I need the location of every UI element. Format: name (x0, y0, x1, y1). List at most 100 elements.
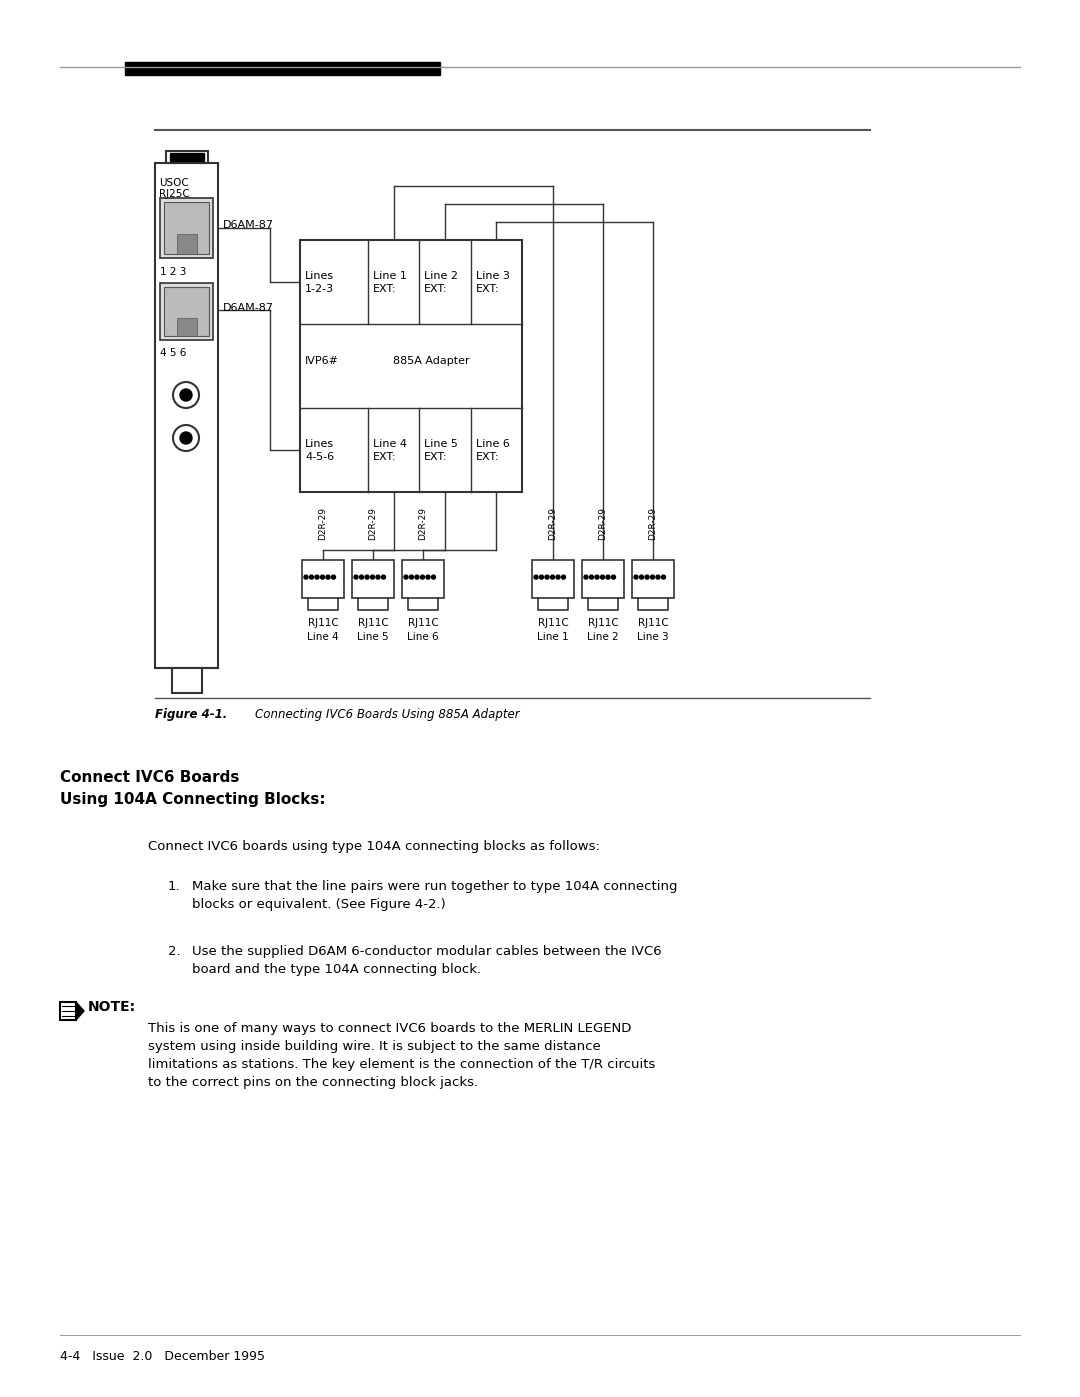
Text: Line 5: Line 5 (424, 439, 458, 448)
Text: Connect IVC6 boards using type 104A connecting blocks as follows:: Connect IVC6 boards using type 104A conn… (148, 840, 599, 854)
Text: Figure 4-1.: Figure 4-1. (156, 708, 227, 721)
Text: D2R-29: D2R-29 (549, 507, 557, 541)
Circle shape (420, 576, 424, 580)
Circle shape (370, 576, 375, 580)
Circle shape (650, 576, 654, 580)
Text: Line 4: Line 4 (307, 631, 339, 643)
Text: Line 5: Line 5 (357, 631, 389, 643)
Text: Using 104A Connecting Blocks:: Using 104A Connecting Blocks: (60, 792, 326, 807)
Circle shape (600, 576, 605, 580)
Text: Line 3: Line 3 (637, 631, 669, 643)
Text: EXT:: EXT: (424, 284, 448, 293)
Text: D2R-29: D2R-29 (319, 507, 327, 541)
Text: RJ11C: RJ11C (588, 617, 619, 629)
Circle shape (381, 576, 386, 580)
Bar (172, 668, 202, 693)
Text: Line 3: Line 3 (475, 271, 510, 281)
Text: IVP6#: IVP6# (305, 356, 339, 366)
Circle shape (645, 576, 649, 580)
Bar (402, 560, 444, 598)
Circle shape (332, 576, 336, 580)
Bar (60, 1002, 76, 1020)
Circle shape (310, 576, 313, 580)
Bar (300, 240, 522, 492)
Circle shape (180, 388, 192, 401)
Text: RJ11C: RJ11C (357, 617, 389, 629)
Text: Line 1: Line 1 (373, 271, 407, 281)
Bar (156, 163, 218, 668)
Text: EXT:: EXT: (373, 284, 396, 293)
Text: Line 6: Line 6 (475, 439, 510, 448)
Text: Line 2: Line 2 (588, 631, 619, 643)
Text: Make sure that the line pairs were run together to type 104A connecting: Make sure that the line pairs were run t… (192, 880, 677, 893)
Circle shape (562, 576, 566, 580)
Text: 2.: 2. (168, 944, 180, 958)
Bar (160, 198, 213, 258)
Bar (164, 203, 210, 254)
Text: NOTE:: NOTE: (87, 1000, 136, 1014)
Circle shape (315, 576, 319, 580)
Circle shape (415, 576, 419, 580)
Text: EXT:: EXT: (424, 453, 448, 462)
Circle shape (376, 576, 380, 580)
Text: RJ11C: RJ11C (637, 617, 669, 629)
Text: 1-2-3: 1-2-3 (305, 284, 334, 293)
Text: D2R-29: D2R-29 (368, 507, 378, 541)
Text: Use the supplied D6AM 6-conductor modular cables between the IVC6: Use the supplied D6AM 6-conductor modula… (192, 944, 662, 958)
Circle shape (180, 432, 192, 444)
Text: D2R-29: D2R-29 (598, 507, 607, 541)
Text: EXT:: EXT: (475, 284, 499, 293)
Bar (302, 560, 345, 598)
Circle shape (590, 576, 594, 580)
Circle shape (639, 576, 644, 580)
Bar (352, 560, 394, 598)
Circle shape (365, 576, 369, 580)
Bar (632, 560, 674, 598)
Text: EXT:: EXT: (373, 453, 396, 462)
Bar (170, 154, 203, 161)
Text: 4-5-6: 4-5-6 (305, 453, 334, 462)
Text: 1.: 1. (168, 880, 180, 893)
Text: EXT:: EXT: (475, 453, 499, 462)
Circle shape (551, 576, 554, 580)
Circle shape (409, 576, 414, 580)
Text: Line 6: Line 6 (407, 631, 438, 643)
Text: RJ11C: RJ11C (407, 617, 438, 629)
Circle shape (426, 576, 430, 580)
Text: RJ11C: RJ11C (538, 617, 568, 629)
Bar (164, 286, 210, 337)
Circle shape (606, 576, 610, 580)
Circle shape (634, 576, 638, 580)
Circle shape (354, 576, 357, 580)
Text: D6AM-87: D6AM-87 (222, 303, 274, 313)
Text: blocks or equivalent. (See Figure 4-2.): blocks or equivalent. (See Figure 4-2.) (192, 898, 446, 911)
Circle shape (656, 576, 660, 580)
Text: D2R-29: D2R-29 (419, 507, 428, 541)
Bar (532, 560, 573, 598)
Circle shape (303, 576, 308, 580)
Text: to the correct pins on the connecting block jacks.: to the correct pins on the connecting bl… (148, 1076, 478, 1090)
Text: 4-4   Issue  2.0   December 1995: 4-4 Issue 2.0 December 1995 (60, 1350, 265, 1363)
Text: Lines: Lines (305, 271, 334, 281)
Circle shape (611, 576, 616, 580)
Circle shape (404, 576, 408, 580)
Bar (176, 319, 197, 337)
Text: Lines: Lines (305, 439, 334, 448)
Bar (582, 560, 624, 598)
Circle shape (326, 576, 330, 580)
Bar (165, 151, 207, 163)
Text: This is one of many ways to connect IVC6 boards to the MERLIN LEGEND: This is one of many ways to connect IVC6… (148, 1023, 632, 1035)
Text: 4 5 6: 4 5 6 (160, 348, 187, 358)
Circle shape (360, 576, 364, 580)
Text: Line 4: Line 4 (373, 439, 407, 448)
Text: 885A Adapter: 885A Adapter (393, 356, 470, 366)
Text: D2R-29: D2R-29 (648, 507, 658, 541)
Text: board and the type 104A connecting block.: board and the type 104A connecting block… (192, 963, 481, 977)
Text: D6AM-87: D6AM-87 (222, 219, 274, 231)
Text: Line 1: Line 1 (537, 631, 569, 643)
Circle shape (321, 576, 324, 580)
Circle shape (556, 576, 561, 580)
Bar (176, 235, 197, 254)
Circle shape (545, 576, 549, 580)
Circle shape (432, 576, 435, 580)
